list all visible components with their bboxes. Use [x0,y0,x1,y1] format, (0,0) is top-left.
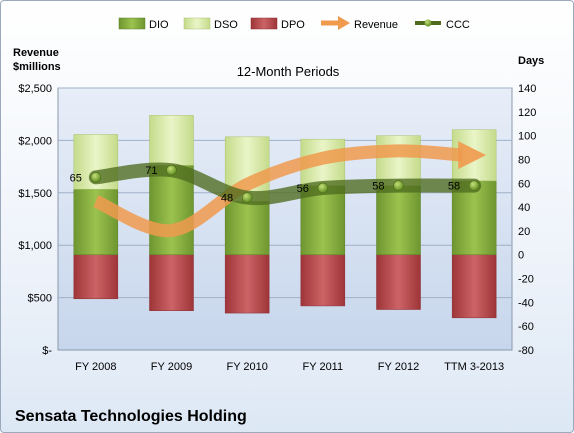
x-tick-label: FY 2012 [378,361,419,373]
y-right-tick-label: -20 [518,274,534,286]
bar-dio [224,200,270,255]
bar-dso [149,115,194,166]
y-right-tick-label: 40 [518,202,530,214]
bar-dio [451,180,497,255]
bar-dio [300,185,346,255]
x-tick-label: FY 2010 [226,361,267,373]
legend-label-dio: DIO [149,19,169,31]
legend-revenue-arrowhead-icon [338,16,350,30]
legend-ccc-dot-icon [424,19,432,27]
ccc-point [393,180,404,191]
chart-title: 12-Month Periods [237,64,340,79]
y-right-tick-label: 20 [518,226,530,238]
y-left-label-line2: $millions [13,61,61,73]
left-axis-ticks: $- $500 $1,000 $1,500 $2,000 $2,500 [18,83,52,357]
y-left-tick-label: $1,000 [18,240,52,252]
bar-dso [376,135,421,186]
y-left-label-line1: Revenue [13,47,59,59]
x-tick-label: FY 2008 [75,361,116,373]
bar-dio [376,185,421,255]
ccc-line [88,162,482,206]
y-left-tick-label: $- [42,345,52,357]
y-left-tick-label: $2,000 [18,135,52,147]
bar-dpo [451,254,497,319]
y-right-tick-label: 140 [518,83,536,95]
ccc-data-label: 56 [297,183,309,195]
y-right-tick-label: -80 [518,345,534,357]
company-name: Sensata Technologies Holding [15,408,247,425]
legend: DIO DSO DPO Revenue CCC [118,16,470,31]
ccc-data-label: 48 [221,193,233,205]
x-tick-label: FY 2009 [151,361,192,373]
category-labels: FY 2008 FY 2009 FY 2010 FY 2011 FY 2012 TTM 3… [75,361,504,373]
y-left-tick-label: $1,500 [18,188,52,200]
y-right-label: Days [518,55,544,67]
bar-dio [73,188,119,255]
legend-swatch-dio [118,17,146,30]
legend-label-ccc: CCC [446,19,470,31]
bar-dpo [149,254,194,311]
bar-dpo [224,254,270,314]
revenue-line-group [93,141,487,238]
legend-swatch-dpo [250,17,278,30]
ccc-point [241,192,253,203]
legend-label-revenue: Revenue [354,19,398,31]
legend-swatch-dso [183,17,211,30]
legend-label-dso: DSO [214,19,238,31]
ccc-data-label: 58 [448,181,460,193]
bar-dpo [73,254,119,300]
right-axis-ticks: -80 -60 -40 -20 0 20 40 60 80 100 120 140 [518,83,536,357]
y-left-tick-label: $2,500 [18,83,52,95]
revenue-arrowhead [458,141,487,170]
ccc-data-label: 65 [70,172,82,184]
ccc-point [90,172,102,183]
bar-dpo [300,254,346,307]
ccc-data-label: 71 [145,165,157,177]
revenue-line [93,144,463,238]
y-right-tick-label: 0 [518,250,524,262]
y-left-tick-label: $500 [28,293,52,305]
ccc-point [468,180,480,191]
gridlines [58,87,512,299]
legend-label-dpo: DPO [281,19,305,31]
x-tick-label: FY 2011 [303,361,344,373]
x-tick-label: TTM 3-2013 [444,361,504,373]
ccc-line-group: 65 71 48 56 58 58 [70,162,482,206]
y-right-tick-label: -40 [518,297,534,309]
ccc-point [317,182,329,194]
y-right-tick-label: -60 [518,321,534,333]
bar-dpo [376,254,421,310]
ccc-point [166,164,177,176]
ccc-data-label: 58 [372,181,384,193]
y-right-tick-label: 60 [518,178,530,190]
y-right-tick-label: 80 [518,154,530,166]
y-right-tick-label: 120 [518,107,536,119]
y-right-tick-label: 100 [518,131,536,143]
